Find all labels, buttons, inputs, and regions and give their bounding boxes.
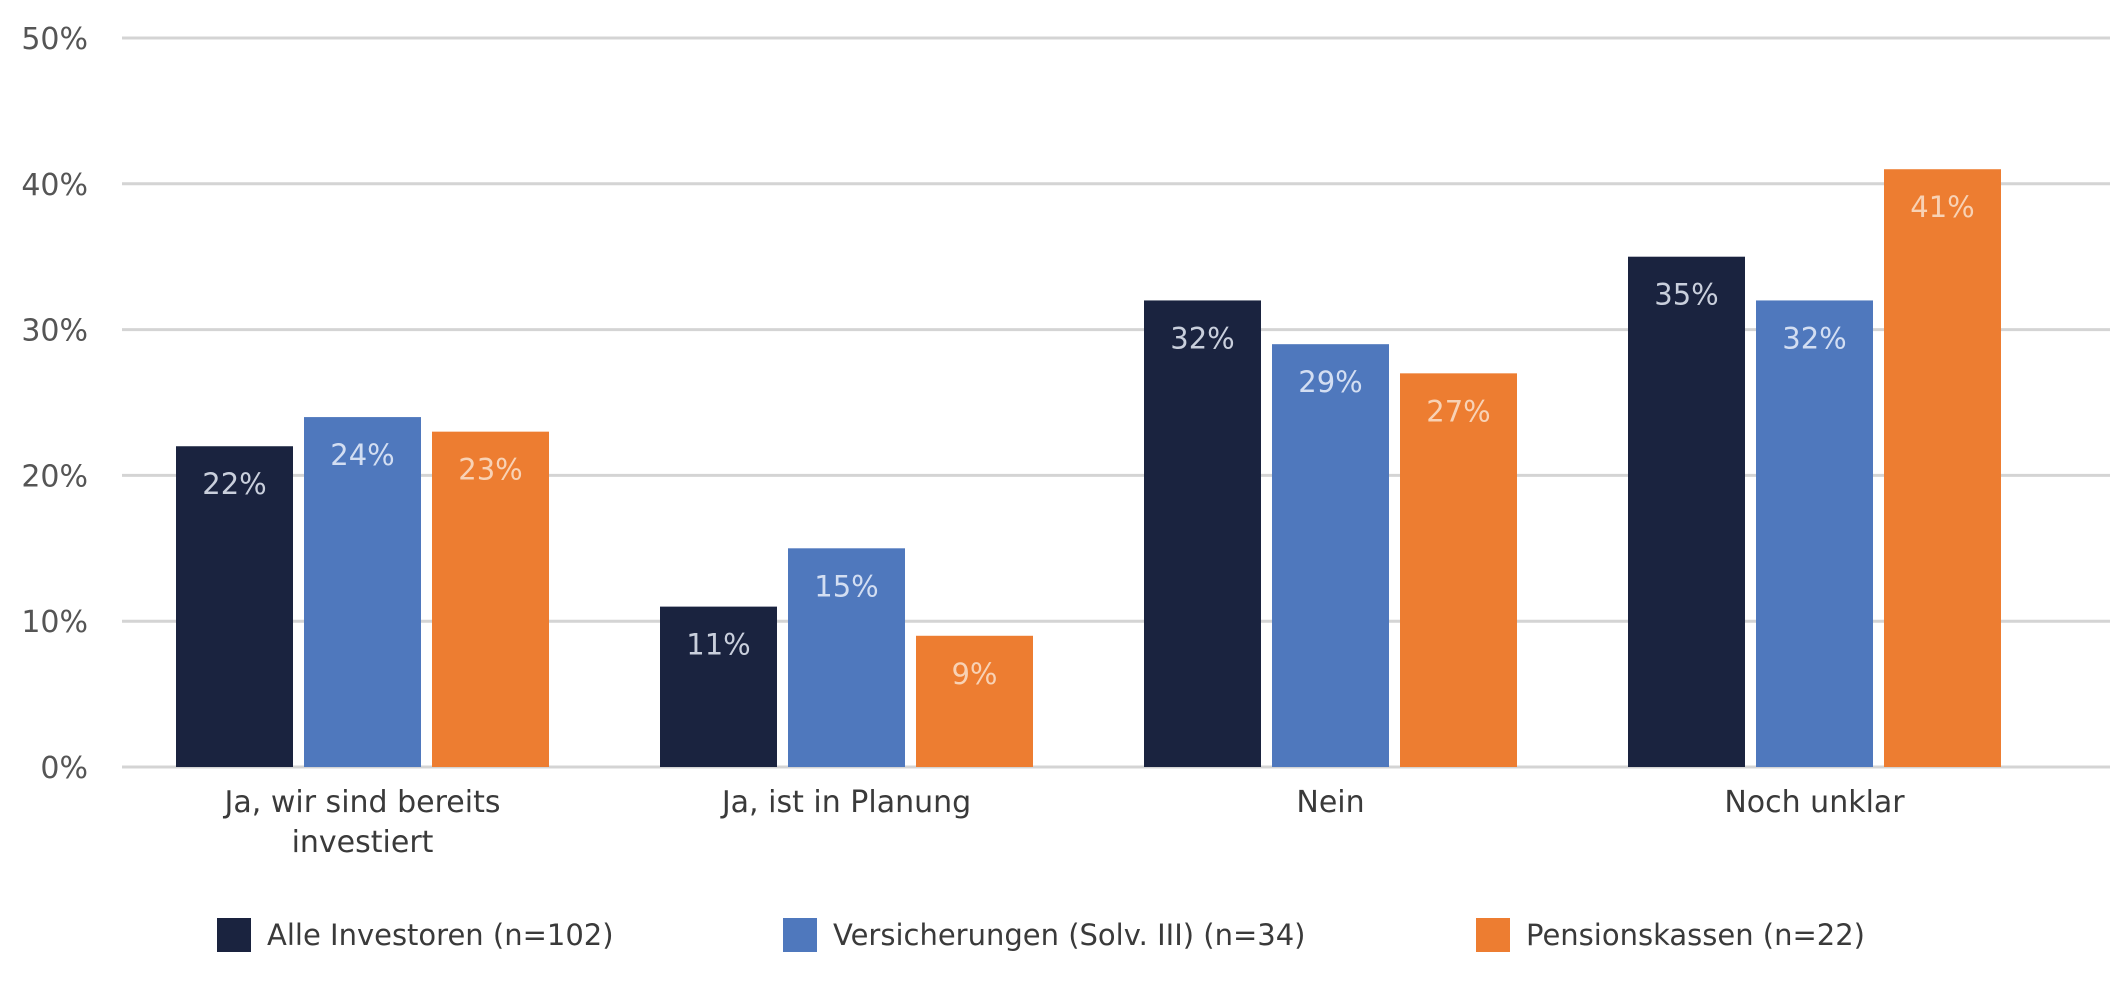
bar [1400, 373, 1517, 767]
x-category-label: investiert [292, 825, 434, 860]
bar [1628, 256, 1745, 767]
legend-label: Alle Investoren (n=102) [267, 918, 614, 952]
data-label: 23% [458, 453, 522, 487]
y-tick-label: 50% [21, 22, 88, 57]
data-label: 11% [686, 628, 750, 662]
bar [916, 635, 1033, 767]
bar [1884, 169, 2001, 768]
legend-swatch [783, 918, 817, 952]
legend-item-alle-investoren: Alle Investoren (n=102) [217, 918, 614, 952]
legend-label: Versicherungen (Solv. III) (n=34) [833, 918, 1306, 952]
y-tick-label: 10% [21, 605, 88, 640]
legend-swatch [1476, 918, 1510, 952]
data-label: 32% [1170, 321, 1234, 355]
y-tick-label: 30% [21, 314, 88, 349]
bar [432, 431, 549, 767]
legend: Alle Investoren (n=102) Versicherungen (… [0, 918, 2128, 962]
data-label: 22% [202, 467, 266, 501]
x-category-label: Ja, wir sind bereits [223, 785, 501, 820]
data-label: 9% [951, 657, 997, 691]
legend-swatch [217, 918, 251, 952]
x-category-label: Noch unklar [1724, 785, 1905, 820]
bar [1144, 300, 1261, 767]
bar [660, 606, 777, 767]
bar [788, 548, 905, 767]
legend-item-pensionskassen: Pensionskassen (n=22) [1476, 918, 1865, 952]
y-tick-label: 20% [21, 459, 88, 494]
bar [304, 417, 421, 767]
legend-item-versicherungen: Versicherungen (Solv. III) (n=34) [783, 918, 1305, 952]
y-tick-label: 0% [40, 751, 88, 786]
data-label: 29% [1298, 365, 1362, 399]
bar [176, 446, 293, 767]
data-label: 27% [1426, 394, 1490, 428]
bar [1272, 344, 1389, 767]
data-label: 41% [1910, 190, 1974, 224]
legend-label: Pensionskassen (n=22) [1526, 918, 1865, 952]
data-label: 15% [814, 569, 878, 603]
bar [1756, 300, 1873, 767]
data-label: 32% [1782, 321, 1846, 355]
data-label: 24% [330, 438, 394, 472]
data-label: 35% [1654, 278, 1718, 312]
x-category-label: Nein [1296, 785, 1364, 820]
y-tick-label: 40% [21, 168, 88, 203]
bar-chart: 0% 10% 20% 30% 40% 50% 22% 24% 23% Ja, wir sind b… [21, 22, 2110, 860]
x-category-label: Ja, ist in Planung [720, 785, 971, 820]
